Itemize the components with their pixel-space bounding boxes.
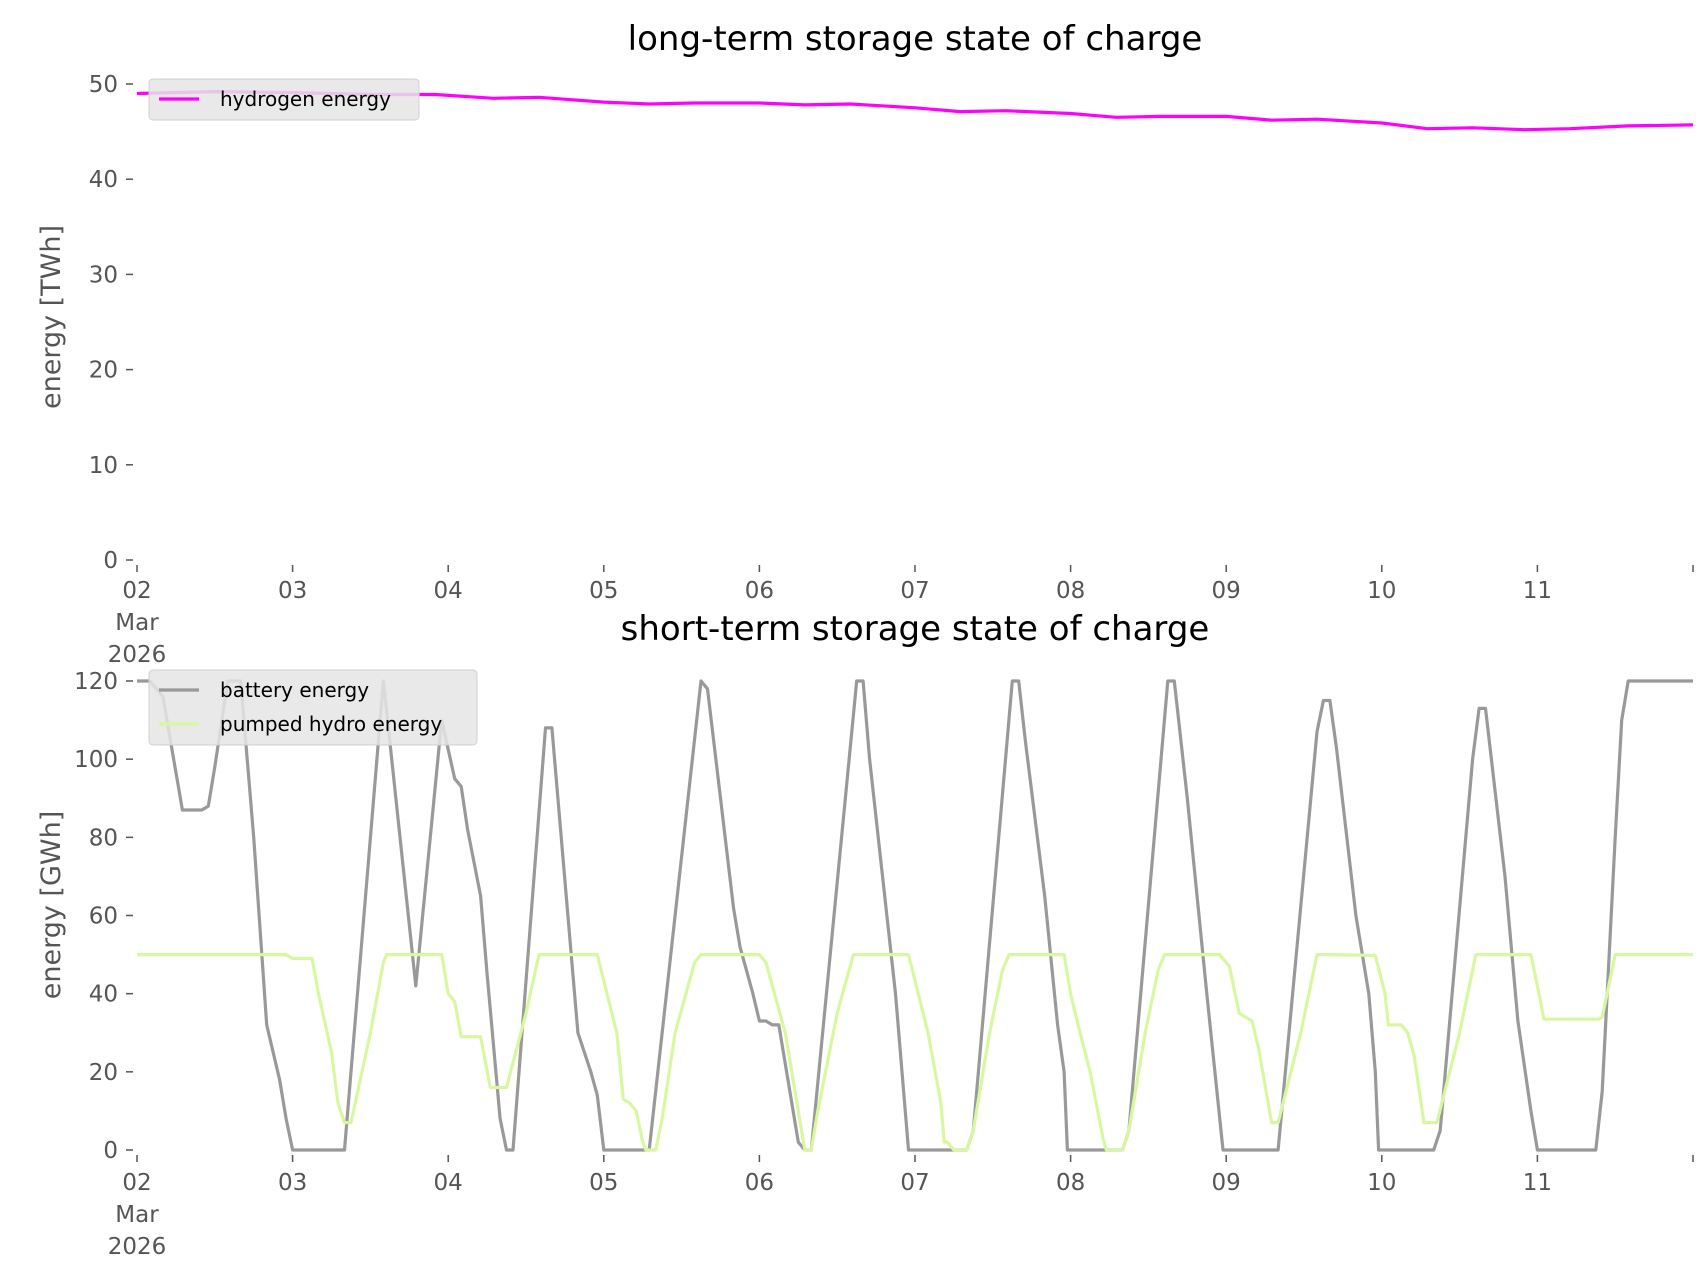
x-tick-label-line: Mar [115, 610, 159, 636]
x-tick-label: 08 [1056, 578, 1085, 604]
y-tick-label: 30 [89, 262, 118, 288]
x-tick-label-line: 10 [1367, 578, 1396, 604]
x-tick-label: 11 [1523, 1170, 1552, 1196]
y-tick-label: 20 [89, 358, 118, 384]
x-tick-label-line: 08 [1056, 1170, 1085, 1196]
x-tick-label-line: 2026 [108, 1234, 167, 1260]
y-tick-label: 40 [89, 982, 118, 1008]
subplot-2: short-term storage state of charge energy… [36, 609, 1694, 1260]
x-tick-label-line: 04 [434, 578, 463, 604]
x-tick-label-line: 11 [1523, 1170, 1552, 1196]
legend: battery energy pumped hydro energy [148, 669, 478, 746]
x-tick-label-line: 06 [745, 1170, 774, 1196]
x-tick-label-line: 04 [434, 1170, 463, 1196]
legend-label: battery energy [220, 678, 369, 702]
x-tick-label: 03 [278, 578, 307, 604]
y-tick-label: 40 [89, 167, 118, 193]
legend-box [148, 669, 478, 746]
y-tick-label: 100 [74, 747, 118, 773]
y-tick-label: 80 [89, 825, 118, 851]
legend: hydrogen energy [148, 78, 420, 121]
x-tick-label-line: 05 [589, 578, 618, 604]
x-tick-label-line: Mar [115, 1202, 159, 1228]
x-tick-label-line: 07 [900, 1170, 929, 1196]
x-tick-label-line: 09 [1212, 1170, 1241, 1196]
x-tick-label-line: 07 [900, 578, 929, 604]
series-line-hydrogen-energy [136, 90, 1694, 132]
x-tick-label: 02 Mar 2026 [108, 1170, 167, 1260]
x-tick-label-line: 03 [278, 578, 307, 604]
y-tick-label: 50 [89, 72, 118, 98]
y-tick-label: 120 [74, 669, 118, 695]
x-tick-label-line: 2026 [108, 642, 167, 668]
x-tick-label-line: 08 [1056, 578, 1085, 604]
legend-box [148, 78, 420, 121]
x-tick-label: 07 [900, 578, 929, 604]
x-tick-label-line: 02 [122, 1170, 151, 1196]
x-tick-label: 09 [1212, 1170, 1241, 1196]
x-tick-label-line: 10 [1367, 1170, 1396, 1196]
x-tick-label: 04 [434, 578, 463, 604]
x-tick-label: 07 [900, 1170, 929, 1196]
x-tick-label-line: 09 [1212, 578, 1241, 604]
x-tick-label: 04 [434, 1170, 463, 1196]
x-tick-label: 10 [1367, 578, 1396, 604]
x-tick-label-line: 11 [1523, 578, 1552, 604]
x-tick-label: 06 [745, 1170, 774, 1196]
series-line-battery-energy [137, 679, 1693, 1152]
x-tick-label: 11 [1523, 578, 1552, 604]
x-tick-label: 05 [589, 1170, 618, 1196]
x-tick-label: 02 Mar 2026 [108, 578, 167, 668]
x-tick-label: 03 [278, 1170, 307, 1196]
x-tick-label: 06 [745, 578, 774, 604]
x-tick-label-line: 02 [122, 578, 151, 604]
chart-title: short-term storage state of charge [621, 609, 1210, 649]
legend-label: hydrogen energy [220, 87, 391, 111]
x-tick-label: 10 [1367, 1170, 1396, 1196]
y-tick-label: 10 [89, 453, 118, 479]
legend-label: pumped hydro energy [220, 712, 442, 736]
y-tick-label: 0 [103, 548, 118, 574]
x-tick-label: 08 [1056, 1170, 1085, 1196]
y-tick-label: 60 [89, 904, 118, 930]
y-tick-label: 0 [103, 1138, 118, 1164]
y-axis-label: energy [TWh] [36, 225, 67, 409]
subplot-1: long-term storage state of charge energy … [36, 19, 1694, 668]
y-tick-label: 20 [89, 1060, 118, 1086]
x-tick-label: 05 [589, 578, 618, 604]
x-tick-label-line: 03 [278, 1170, 307, 1196]
x-tick-label-line: 06 [745, 578, 774, 604]
x-tick-label-line: 05 [589, 1170, 618, 1196]
series-line-pumped-hydro-energy [137, 953, 1693, 1152]
y-axis-label: energy [GWh] [36, 811, 67, 999]
x-tick-label: 09 [1212, 578, 1241, 604]
chart-title: long-term storage state of charge [628, 19, 1203, 59]
